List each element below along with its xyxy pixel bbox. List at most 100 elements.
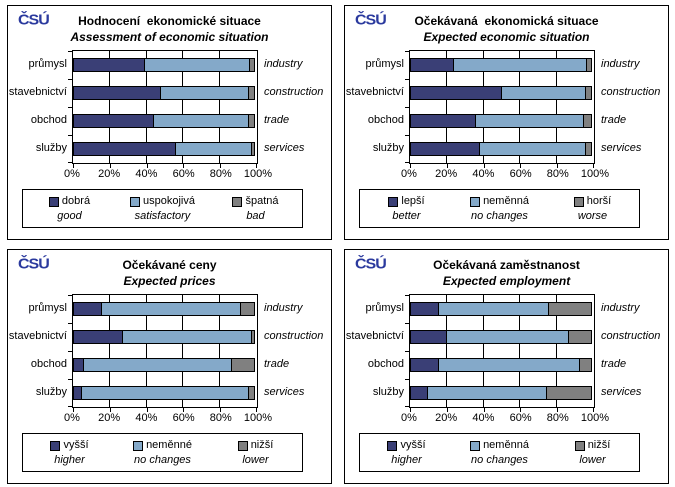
bar-segment-higher: [410, 358, 440, 372]
stacked-bar: [73, 302, 257, 316]
stacked-bar: [73, 142, 257, 156]
x-axis-tick: [520, 164, 522, 168]
bar-segment-satisfactory: [152, 114, 249, 128]
bar-segment-no-changes: [501, 86, 586, 100]
legend-label-cs: lepší: [401, 195, 425, 207]
legend-swatch-gray: [574, 440, 585, 451]
bar-row: [410, 107, 594, 135]
gridline: [482, 51, 484, 163]
legend-label-en: no changes: [134, 454, 191, 466]
gridline: [519, 51, 521, 163]
legend-swatch-light-blue: [133, 440, 144, 451]
x-axis-tick-label: 20%: [435, 412, 458, 424]
bar-segment-no-changes: [101, 302, 242, 316]
x-axis-tick-label: 60%: [509, 412, 532, 424]
x-axis-tick: [557, 164, 559, 168]
legend-label-en: higher: [391, 454, 422, 466]
category-label-english: construction: [601, 330, 661, 342]
x-axis-tick: [593, 164, 594, 168]
csu-logo: ČSÚ: [355, 12, 387, 29]
chart-title-english: Assessment of economic situation: [70, 30, 269, 44]
chart-area: průmysl stavebnictví obchod služby industry…: [8, 50, 331, 168]
y-axis-tick: [68, 323, 73, 324]
y-axis-tick: [405, 107, 410, 108]
bar-segment-no-changes: [453, 58, 588, 72]
x-axis-tick-label: 20%: [98, 168, 121, 180]
panel-header: ČSÚ Očekávaná zaměstnanost Expected empl…: [345, 250, 668, 292]
bar-segment-no-changes: [438, 358, 581, 372]
y-axis-tick: [68, 379, 73, 380]
legend-item: vyšší higher: [360, 439, 453, 467]
legend-label-en: no changes: [471, 454, 528, 466]
y-axis-labels: průmysl stavebnictví obchod služby: [345, 50, 409, 164]
bar-segment-no-changes: [475, 114, 584, 128]
right-category-labels: industry construction trade services: [258, 294, 331, 408]
x-axis-tick-label: 80%: [209, 168, 232, 180]
bar-segment-lower: [251, 330, 255, 344]
bar-row: [410, 379, 594, 407]
gridline: [145, 295, 147, 407]
x-axis-tick: [520, 408, 522, 412]
x-axis-tick: [593, 408, 594, 412]
x-axis-tick: [73, 408, 74, 412]
bar-segment-satisfactory: [143, 58, 251, 72]
gridline: [182, 295, 184, 407]
bar-segment-no-changes: [81, 386, 249, 400]
y-axis-tick: [68, 162, 73, 163]
y-axis-tick: [405, 323, 410, 324]
stacked-bar: [73, 358, 257, 372]
bar-row: [73, 79, 257, 107]
y-axis-tick: [68, 135, 73, 136]
legend-item: horší worse: [546, 195, 639, 223]
legend-swatch-gray: [232, 196, 243, 207]
x-axis-tick: [410, 408, 411, 412]
bar-segment-no-changes: [121, 330, 253, 344]
y-axis-labels: průmysl stavebnictví obchod služby: [8, 50, 72, 164]
bar-segment-lower: [568, 330, 592, 344]
x-axis-tick: [446, 164, 448, 168]
x-axis-tick-label: 80%: [546, 168, 569, 180]
chart-area: průmysl stavebnictví obchod služby industry…: [345, 50, 668, 168]
x-axis-tick-label: 100%: [243, 412, 273, 424]
category-label: obchod: [30, 358, 67, 370]
x-axis-tick: [220, 164, 222, 168]
y-axis-tick: [405, 51, 410, 52]
stacked-bar: [410, 330, 594, 344]
bar-segment-higher: [410, 330, 447, 344]
y-axis-labels: průmysl stavebnictví obchod služby: [345, 294, 409, 408]
y-axis-tick: [68, 406, 73, 407]
x-axis-tick-label: 60%: [172, 168, 195, 180]
y-axis-tick: [68, 107, 73, 108]
chart-title-czech: Hodnocení ekonomické situace: [78, 14, 261, 28]
legend-label-cs: vyšší: [400, 439, 426, 451]
bar-row: [73, 295, 257, 323]
panel-expected-economic-situation: ČSÚ Očekávaná ekonomická situace Expecte…: [344, 5, 669, 240]
legend-label-cs: dobrá: [61, 195, 91, 207]
gridline: [182, 51, 184, 163]
legend-swatch-light-blue: [130, 196, 140, 207]
right-category-labels: industry construction trade services: [595, 50, 668, 164]
x-axis-tick-label: 40%: [472, 412, 495, 424]
chart-title-english: Expected employment: [442, 274, 571, 288]
x-axis-labels: 0% 20% 40% 60% 80% 100%: [64, 168, 272, 183]
stacked-bar: [73, 114, 257, 128]
chart-title-english: Expected prices: [123, 274, 216, 288]
x-axis-tick-label: 100%: [580, 168, 610, 180]
bar-row: [410, 323, 594, 351]
stacked-bar: [73, 86, 257, 100]
csu-logo: ČSÚ: [18, 12, 50, 29]
plot-area: [405, 294, 595, 412]
category-label: průmysl: [365, 302, 404, 314]
category-label-english: industry: [601, 58, 640, 70]
x-axis-tick-label: 100%: [580, 412, 610, 424]
category-label-english: trade: [264, 358, 290, 370]
category-label: služby: [35, 142, 67, 154]
legend-swatch-dark-blue: [48, 196, 59, 207]
gridline: [445, 51, 447, 163]
category-label-english: trade: [264, 114, 290, 126]
x-axis-tick: [109, 408, 111, 412]
x-axis-tick: [256, 164, 257, 168]
bar-segment-lower: [579, 358, 592, 372]
stacked-bar: [410, 142, 594, 156]
legend-label-cs: vyšší: [63, 439, 89, 451]
